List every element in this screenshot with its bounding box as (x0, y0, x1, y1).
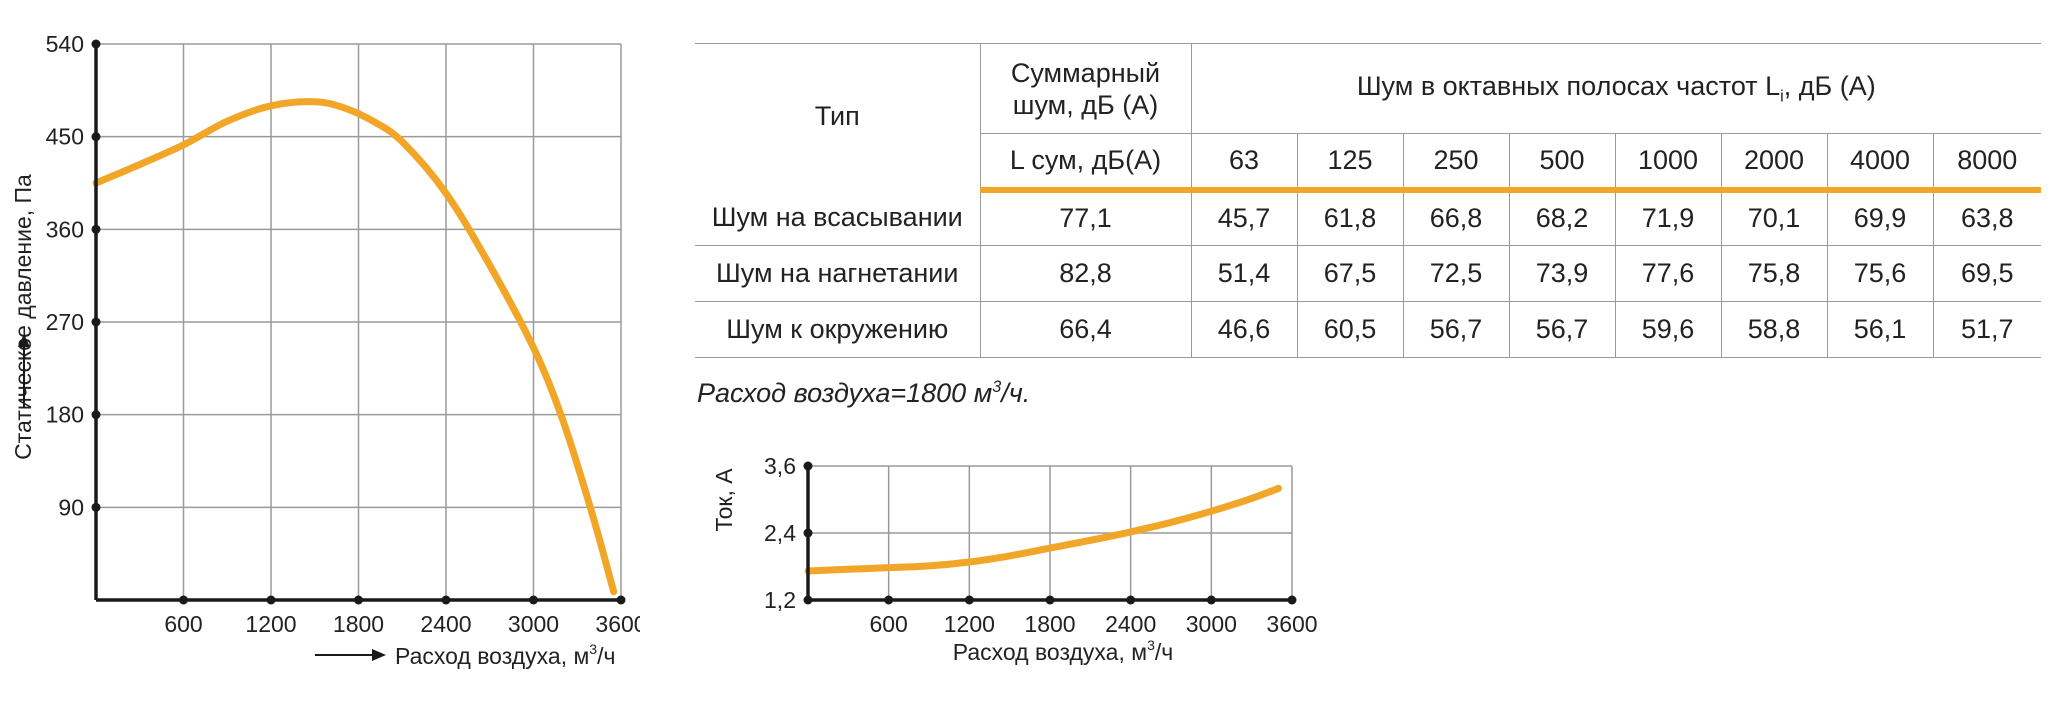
freq-header: 250 (1402, 133, 1509, 193)
pressure-chart: 600 1200 1800 2400 3000 3600 90 180 270 360 450 54… (10, 31, 640, 669)
pressure-chart-axes (91, 39, 626, 605)
cell-value: 69,9 (1826, 189, 1933, 246)
y-tick-label: 3,6 (764, 453, 796, 479)
airflow-note: Расход воздуха=1800 м3/ч. (697, 378, 1031, 408)
current-x-axis-label: Расход воздуха, м3/ч (953, 637, 1173, 665)
freq-header: 4000 (1826, 133, 1933, 193)
pressure-y-tick-labels: 90 180 270 360 450 540 (46, 31, 84, 520)
table-row: Шум на всасывании 77,1 45,7 61,8 66,8 68… (695, 189, 2042, 246)
cell-value: 70,1 (1720, 189, 1827, 246)
cell-value: 45,7 (1190, 189, 1297, 246)
cell-value: 72,5 (1402, 245, 1509, 302)
current-chart: 600 1200 1800 2400 3000 3600 1,2 2,4 3,6 Ток, А… (711, 453, 1318, 665)
x-tick-label: 3000 (508, 611, 559, 637)
cell-value: 59,6 (1614, 301, 1721, 358)
cell-total: 82,8 (979, 245, 1191, 302)
pressure-y-axis-label: Статическое давление, Па (10, 174, 36, 460)
y-tick-label: 540 (46, 31, 84, 57)
row-label: Шум на всасывании (695, 189, 980, 246)
pressure-x-arrowhead (372, 649, 386, 661)
cell-value: 56,7 (1402, 301, 1509, 358)
total-noise-subheader: L сум, дБ(А) (979, 133, 1191, 193)
freq-header: 500 (1508, 133, 1615, 193)
noise-table: Тип Суммарный шум, дБ (А) Шум в октавных … (695, 43, 2042, 358)
row-label: Шум на нагнетании (695, 245, 980, 302)
current-y-tick-labels: 1,2 2,4 3,6 (764, 453, 796, 613)
current-y-axis-label: Ток, А (711, 468, 737, 532)
y-tick-label: 360 (46, 216, 84, 242)
cell-value: 75,8 (1720, 245, 1827, 302)
row-label: Шум к окружению (695, 301, 980, 358)
pressure-y-arrowhead (18, 334, 30, 347)
cell-value: 68,2 (1508, 189, 1615, 246)
cell-value: 75,6 (1826, 245, 1933, 302)
table-row: Шум на нагнетании 82,8 51,4 67,5 72,5 73… (695, 245, 2042, 302)
x-tick-label: 600 (869, 611, 907, 637)
pressure-curve (92, 98, 618, 596)
table-row: Шум к окружению 66,4 46,6 60,5 56,7 56,7… (695, 301, 2042, 358)
cell-value: 56,1 (1826, 301, 1933, 358)
cell-value: 51,7 (1932, 301, 2042, 358)
cell-value: 66,8 (1402, 189, 1509, 246)
cell-value: 51,4 (1190, 245, 1297, 302)
current-x-tick-labels: 600 1200 1800 2400 3000 3600 (869, 611, 1317, 637)
x-tick-label: 1800 (333, 611, 384, 637)
current-curve (804, 484, 1283, 575)
y-tick-label: 2,4 (764, 520, 796, 546)
x-tick-label: 1200 (245, 611, 296, 637)
cell-value: 60,5 (1296, 301, 1403, 358)
pressure-x-axis-label: Расход воздуха, м3/ч (395, 641, 615, 669)
pressure-chart-grid (96, 43, 622, 600)
y-tick-label: 270 (46, 309, 84, 335)
current-chart-grid (808, 465, 1293, 600)
x-tick-label: 2400 (420, 611, 471, 637)
freq-header: 63 (1190, 133, 1297, 193)
x-tick-label: 1800 (1024, 611, 1075, 637)
x-tick-label: 3000 (1186, 611, 1237, 637)
cell-value: 67,5 (1296, 245, 1403, 302)
freq-header: 125 (1296, 133, 1403, 193)
cell-value: 61,8 (1296, 189, 1403, 246)
pressure-x-tick-labels: 600 1200 1800 2400 3000 3600 (164, 611, 640, 637)
cell-total: 66,4 (979, 301, 1191, 358)
y-tick-label: 90 (58, 494, 84, 520)
cell-value: 46,6 (1190, 301, 1297, 358)
y-tick-label: 180 (46, 402, 84, 428)
y-tick-label: 450 (46, 124, 84, 150)
cell-value: 58,8 (1720, 301, 1827, 358)
freq-header: 2000 (1720, 133, 1827, 193)
cell-value: 56,7 (1508, 301, 1615, 358)
cell-value: 63,8 (1932, 189, 2042, 246)
cell-value: 69,5 (1932, 245, 2042, 302)
total-noise-header: Суммарный шум, дБ (А) (979, 43, 1191, 134)
cell-value: 77,6 (1614, 245, 1721, 302)
cell-value: 71,9 (1614, 189, 1721, 246)
current-chart-axes (803, 461, 1297, 605)
octave-bands-header: Шум в октавных полосах частот Li, дБ (А) (1190, 43, 2042, 134)
cell-value: 73,9 (1508, 245, 1615, 302)
freq-header: 1000 (1614, 133, 1721, 193)
x-tick-label: 1200 (944, 611, 995, 637)
x-tick-label: 2400 (1105, 611, 1156, 637)
cell-total: 77,1 (979, 189, 1191, 246)
y-tick-label: 1,2 (764, 587, 796, 613)
x-tick-label: 3600 (1266, 611, 1317, 637)
x-tick-label: 3600 (595, 611, 640, 637)
freq-header: 8000 (1932, 133, 2042, 193)
type-header: Тип (695, 43, 980, 190)
x-tick-label: 600 (164, 611, 202, 637)
